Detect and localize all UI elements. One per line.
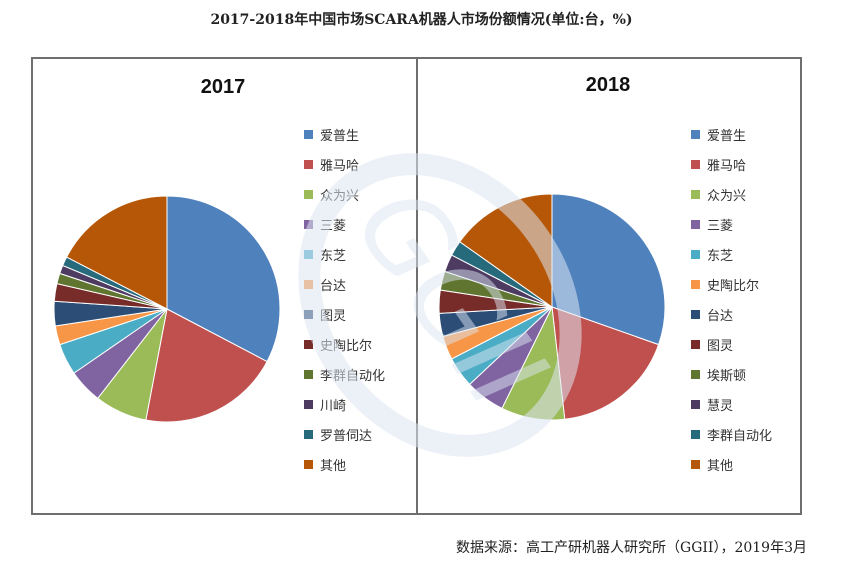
legend-swatch <box>304 460 313 469</box>
legend-label: 李群自动化 <box>707 429 772 444</box>
legend-swatch <box>304 370 313 379</box>
legend-label: 爱普生 <box>320 129 359 144</box>
legend-swatch <box>304 160 313 169</box>
legend-label: 图灵 <box>707 339 733 354</box>
legend-swatch <box>304 340 313 349</box>
legend-label: 其他 <box>320 459 346 474</box>
legend-label: 三菱 <box>707 219 733 234</box>
legend-label: 雅马哈 <box>320 159 359 174</box>
legend-label: 川崎 <box>320 399 346 414</box>
legend-swatch <box>304 130 313 139</box>
legend-swatch <box>691 340 700 349</box>
legend-label: 罗普伺达 <box>320 429 372 444</box>
legend-label: 三菱 <box>320 219 346 234</box>
pie-title: 2018 <box>586 74 631 96</box>
legend-label: 李群自动化 <box>320 369 385 384</box>
legend-swatch <box>304 310 313 319</box>
legend-swatch <box>691 370 700 379</box>
legend-swatch <box>691 220 700 229</box>
pie-title: 2017 <box>201 76 246 98</box>
legend-label: 史陶比尔 <box>707 278 759 294</box>
legend-label: 埃斯顿 <box>707 369 746 384</box>
legend-swatch <box>691 460 700 469</box>
legend-label: 史陶比尔 <box>320 338 372 354</box>
legend-label: 慧灵 <box>707 398 733 414</box>
legend-label: 东芝 <box>320 248 346 264</box>
legend-swatch <box>691 310 700 319</box>
legend-label: 台达 <box>707 309 733 324</box>
chart-title: 2017-2018年中国市场SCARA机器人市场份额情况(单位:台，%) <box>210 12 633 28</box>
legend-swatch <box>691 130 700 139</box>
legend-label: 众为兴 <box>320 189 359 204</box>
legend-swatch <box>304 250 313 259</box>
legend-swatch <box>304 220 313 229</box>
legend-label: 东芝 <box>707 248 733 264</box>
legend-swatch <box>691 430 700 439</box>
pie-slice-其他 <box>65 195 168 310</box>
legend-label: 其他 <box>707 459 733 474</box>
legend-swatch <box>691 160 700 169</box>
legend-swatch <box>691 400 700 409</box>
legend-swatch <box>691 280 700 289</box>
legend-swatch <box>691 190 700 199</box>
legend-label: 图灵 <box>320 309 346 324</box>
legend-swatch <box>304 280 313 289</box>
legend-swatch <box>304 400 313 409</box>
pie-slice-雅马哈 <box>145 308 268 423</box>
legend-swatch <box>304 190 313 199</box>
legend-label: 爱普生 <box>707 129 746 144</box>
legend-swatch <box>304 430 313 439</box>
data-source-note: 数据来源：高工产研机器人研究所（GGII），2019年3月 <box>456 540 807 556</box>
legend-label: 众为兴 <box>707 189 746 204</box>
pie-slice-爱普生 <box>166 195 281 363</box>
legend-label: 台达 <box>320 279 346 294</box>
legend-label: 雅马哈 <box>707 159 746 174</box>
legend-swatch <box>691 250 700 259</box>
